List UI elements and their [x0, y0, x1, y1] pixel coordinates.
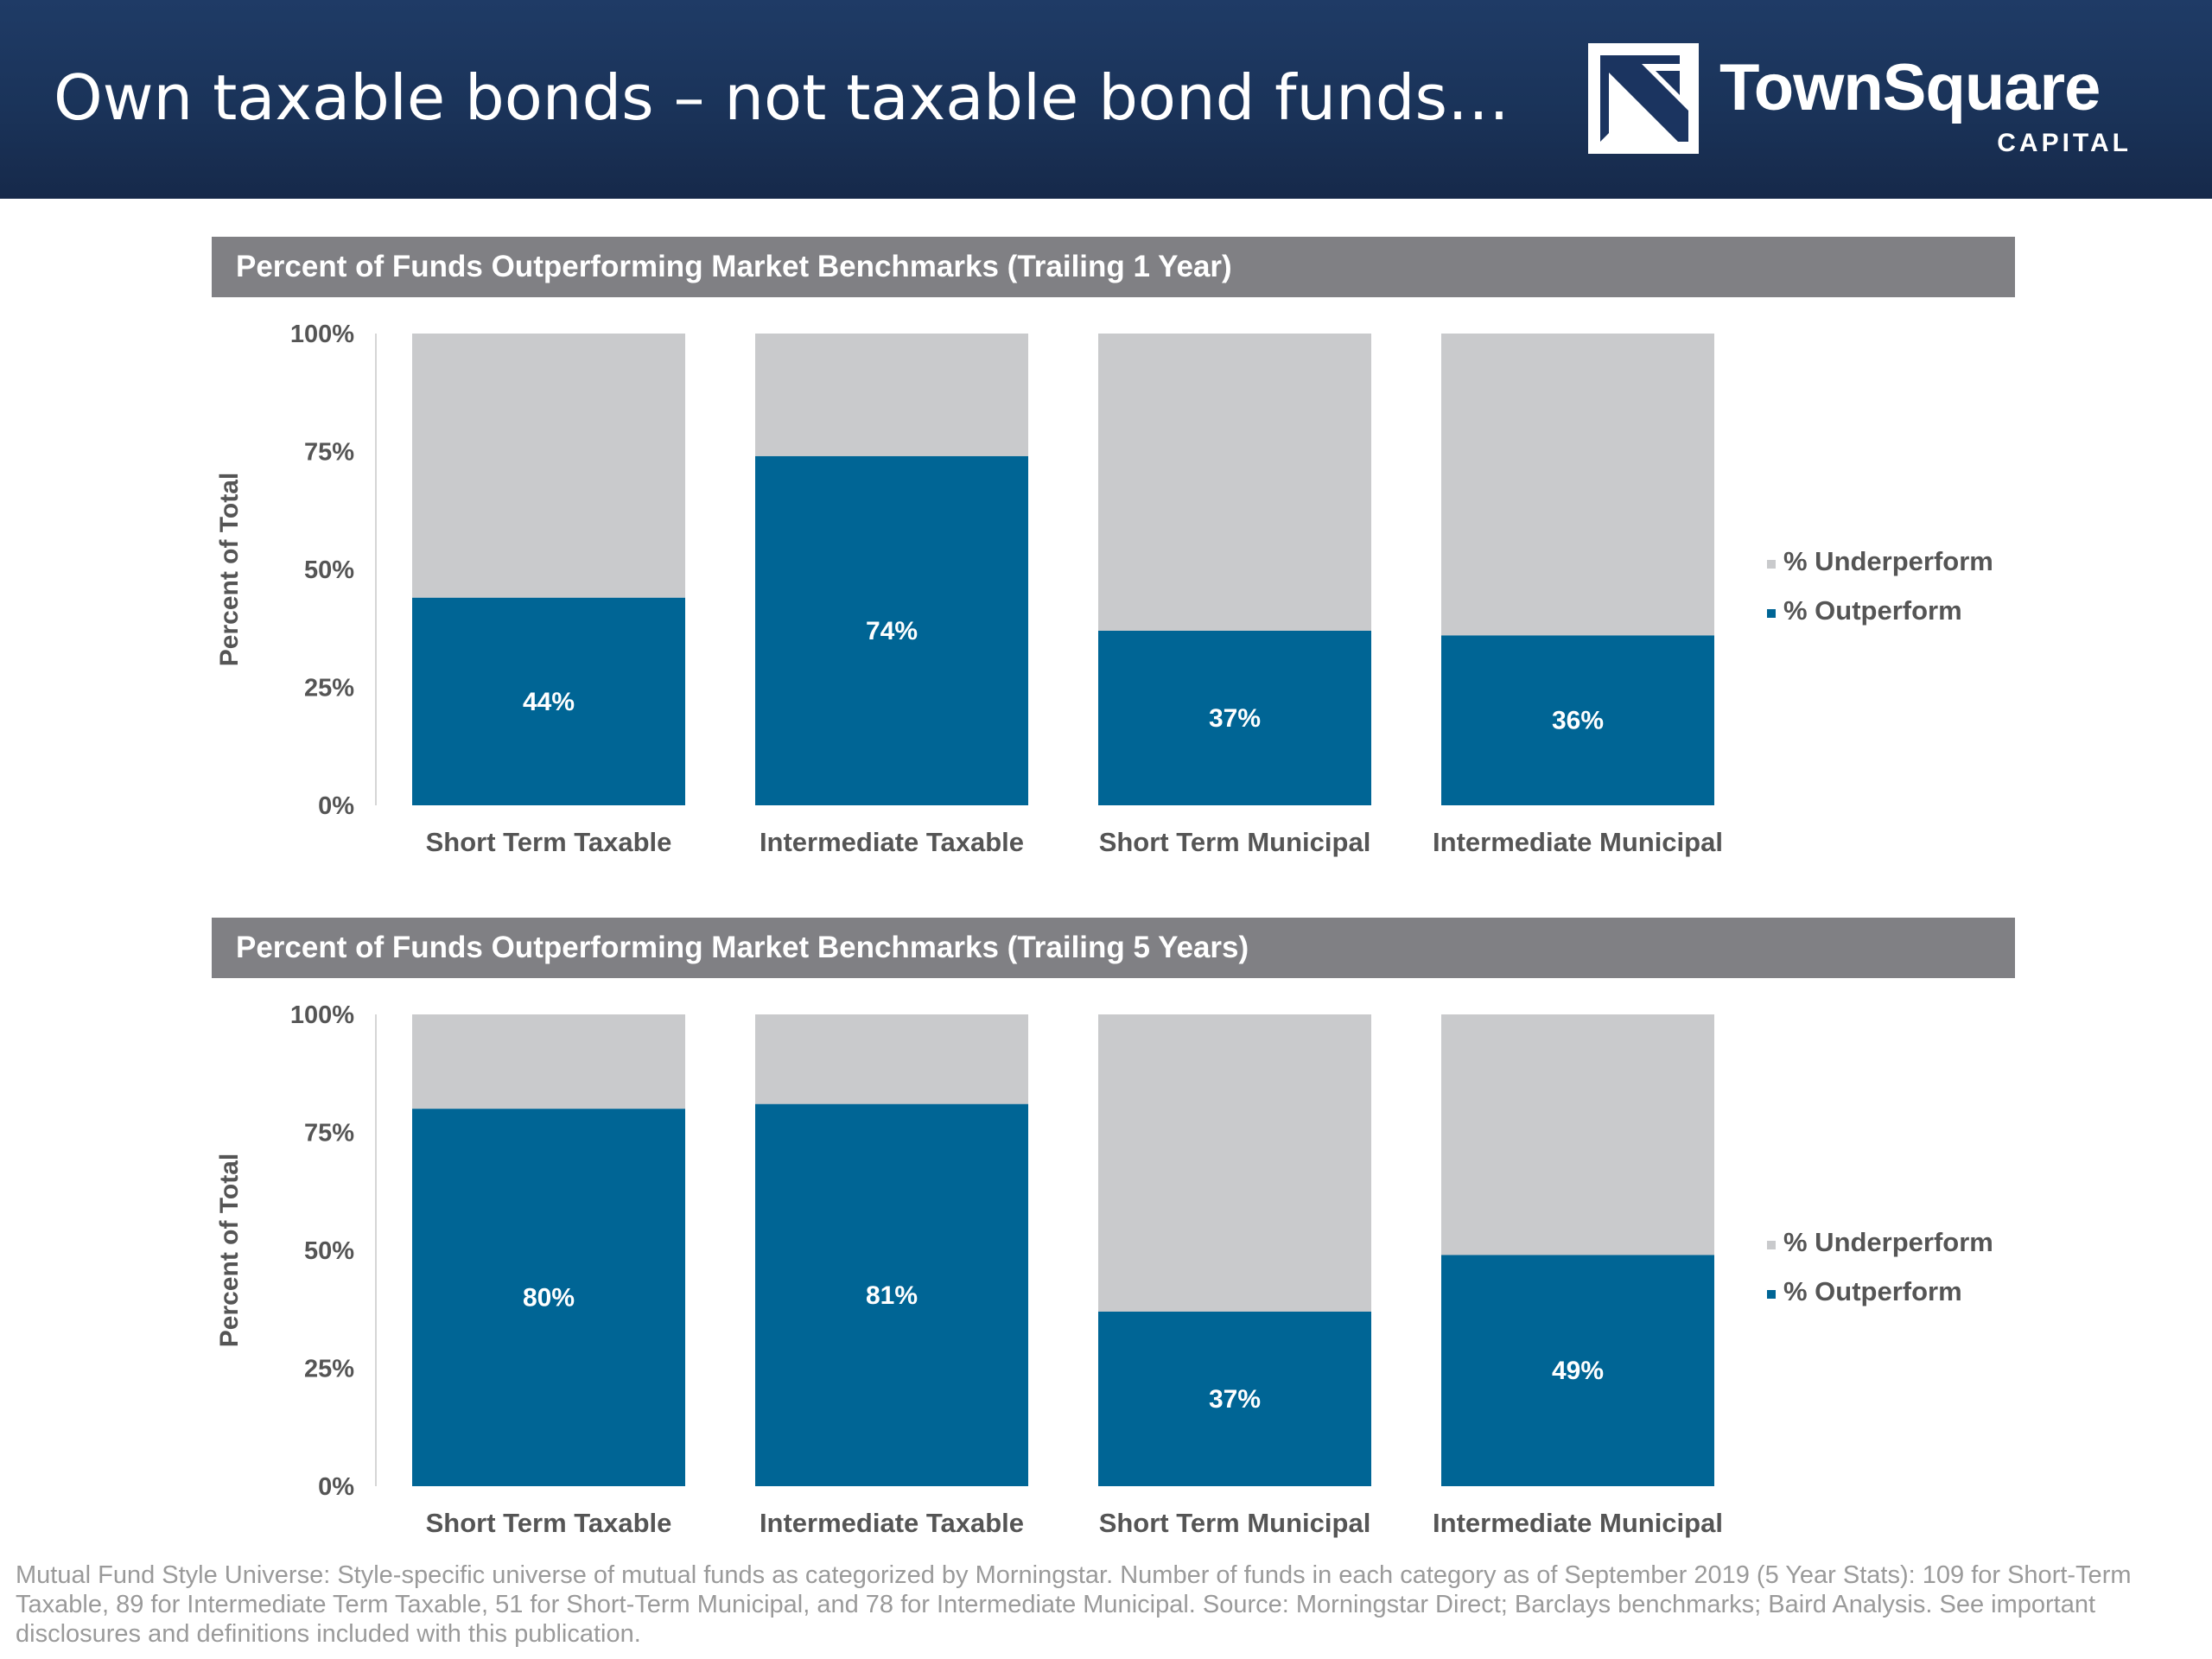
bar-outperform: [1098, 630, 1371, 805]
bar-underperform: [412, 334, 685, 598]
legend-label: % Underperform: [1783, 546, 1993, 576]
legend-label: % Outperform: [1783, 595, 1962, 626]
legend-swatch: [1767, 1290, 1776, 1299]
x-tick-label: Short Term Taxable: [426, 1508, 672, 1538]
x-tick-label: Short Term Taxable: [426, 827, 672, 857]
x-tick-label: Intermediate Taxable: [760, 1508, 1024, 1538]
logo-subtitle: CAPITAL: [1997, 129, 2132, 157]
bar-data-label: 36%: [1552, 707, 1604, 735]
chart-title-1-year: Percent of Funds Outperforming Market Be…: [212, 237, 2015, 297]
bar-data-label: 74%: [866, 617, 918, 645]
slide-title: Own taxable bonds – not taxable bond fun…: [54, 61, 1510, 134]
chart-title-5-years: Percent of Funds Outperforming Market Be…: [212, 918, 2015, 978]
chart-panel-1-year: Percent of Funds Outperforming Market Be…: [212, 237, 2015, 893]
y-axis-title: Percent of Total: [215, 473, 244, 666]
x-tick-label: Intermediate Municipal: [1433, 827, 1723, 857]
x-tick-label: Short Term Municipal: [1099, 1508, 1371, 1538]
bar-data-label: 80%: [523, 1284, 575, 1313]
bar-underperform: [755, 334, 1028, 456]
bar-outperform: [412, 597, 685, 805]
x-tick-label: Intermediate Municipal: [1433, 1508, 1723, 1538]
bar-data-label: 49%: [1552, 1357, 1604, 1385]
legend-swatch: [1767, 560, 1776, 569]
legend-swatch: [1767, 1241, 1776, 1249]
chart-panel-5-years: Percent of Funds Outperforming Market Be…: [212, 918, 2015, 1574]
bar-outperform: [755, 455, 1028, 805]
y-tick-label: 75%: [304, 439, 354, 467]
y-tick-label: 75%: [304, 1120, 354, 1147]
y-tick-label: 100%: [290, 1001, 354, 1029]
title-banner: Own taxable bonds – not taxable bond fun…: [0, 0, 2212, 199]
footnote: Mutual Fund Style Universe: Style-specif…: [16, 1561, 2132, 1648]
bar-underperform: [412, 1014, 685, 1109]
y-tick-label: 25%: [304, 675, 354, 702]
bar-outperform: [412, 1109, 685, 1486]
y-tick-label: 50%: [304, 1237, 354, 1265]
y-tick-label: 25%: [304, 1356, 354, 1383]
bar-outperform: [1098, 1311, 1371, 1486]
bar-underperform: [1098, 334, 1371, 631]
y-tick-label: 0%: [318, 1473, 354, 1501]
bar-underperform: [1441, 334, 1714, 636]
y-axis-title: Percent of Total: [215, 1154, 244, 1347]
y-tick-label: 100%: [290, 321, 354, 348]
bar-data-label: 44%: [523, 688, 575, 716]
bar-data-label: 37%: [1209, 704, 1261, 733]
x-tick-label: Intermediate Taxable: [760, 827, 1024, 857]
bar-outperform: [1441, 635, 1714, 805]
townsquare-logo-icon: [1588, 43, 1699, 154]
chart-5-years-svg: 0% 25% 50% 75% 100% Percent of Total 80% Short …: [215, 1001, 1993, 1538]
y-tick-label: 0%: [318, 792, 354, 820]
y-tick-label: 50%: [304, 556, 354, 584]
logo-wordmark: TownSquare: [1719, 51, 2101, 124]
bar-underperform: [755, 1014, 1028, 1104]
legend-label: % Underperform: [1783, 1227, 1993, 1257]
chart-1-year-svg: 0% 25% 50% 75% 100% Percent of Total 44% Short …: [215, 321, 1993, 857]
bar-outperform: [1441, 1255, 1714, 1486]
x-tick-label: Short Term Municipal: [1099, 827, 1371, 857]
legend-swatch: [1767, 609, 1776, 618]
legend-label: % Outperform: [1783, 1276, 1962, 1306]
bar-data-label: 81%: [866, 1281, 918, 1310]
bar-underperform: [1098, 1014, 1371, 1312]
bar-underperform: [1441, 1014, 1714, 1255]
bar-outperform: [755, 1103, 1028, 1486]
bar-data-label: 37%: [1209, 1385, 1261, 1414]
